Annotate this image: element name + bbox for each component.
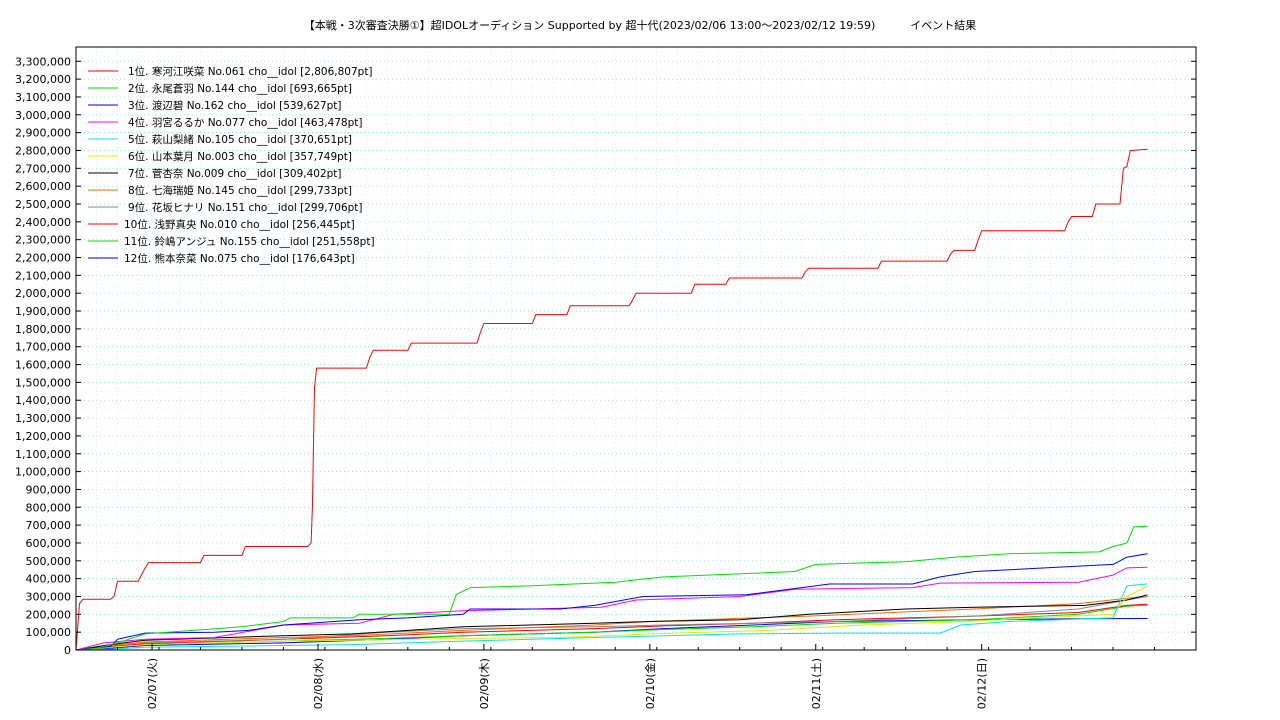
x-tick-label: 02/11(土) — [810, 658, 823, 709]
series-line — [75, 525, 1148, 651]
y-tick-label: 2,600,000 — [15, 180, 71, 193]
y-tick-label: 2,500,000 — [15, 198, 71, 211]
y-tick-label: 200,000 — [26, 608, 72, 621]
y-tick-label: 1,900,000 — [15, 305, 71, 318]
y-tick-label: 300,000 — [26, 590, 72, 603]
legend-label: 7位. 菅杏奈 No.009 cho__idol [309,402pt] — [128, 167, 342, 180]
legend-label: 1位. 寒河江咲菜 No.061 cho__idol [2,806,807pt] — [128, 65, 373, 78]
y-tick-label: 1,600,000 — [15, 359, 71, 372]
grid-layer — [75, 47, 1197, 651]
legend-label: 6位. 山本葉月 No.003 cho__idol [357,749pt] — [128, 150, 352, 163]
y-tick-label: 1,100,000 — [15, 448, 71, 461]
series-line — [75, 148, 1148, 651]
x-axis: 02/07(火) 02/08(水) 02/09(木) 02/10(金) 02/11(土)… — [75, 644, 1197, 709]
y-tick-label: 1,300,000 — [15, 412, 71, 425]
legend-label: 5位. 萩山梨緒 No.105 cho__idol [370,651pt] — [128, 133, 352, 146]
legend: 1位. 寒河江咲菜 No.061 cho__idol [2,806,807pt]… — [88, 65, 375, 265]
y-tick-label: 700,000 — [26, 519, 72, 532]
y-tick-label: 3,200,000 — [15, 73, 71, 86]
x-tick-label: 02/07(火) — [146, 658, 159, 709]
legend-label: 4位. 羽宮るるか No.077 cho__idol [463,478pt] — [128, 116, 363, 129]
y-tick-label: 2,400,000 — [15, 216, 71, 229]
y-tick-label: 600,000 — [26, 537, 72, 550]
y-tick-label: 1,000,000 — [15, 466, 71, 479]
y-tick-label: 2,000,000 — [15, 287, 71, 300]
y-tick-label: 2,100,000 — [15, 269, 71, 282]
y-tick-label: 0 — [64, 644, 71, 657]
y-tick-label: 100,000 — [26, 626, 72, 639]
y-tick-label: 3,100,000 — [15, 91, 71, 104]
legend-label: 12位. 熊本奈菜 No.075 cho__idol [176,643pt] — [124, 252, 355, 265]
y-tick-label: 3,000,000 — [15, 109, 71, 122]
series-line — [75, 594, 1148, 651]
legend-label: 2位. 永尾蒼羽 No.144 cho__idol [693,665pt] — [128, 82, 352, 95]
plot-frame — [75, 46, 1197, 651]
x-tick-label: 02/08(水) — [312, 658, 325, 709]
series-line — [75, 583, 1148, 651]
y-tick-label: 1,700,000 — [15, 341, 71, 354]
legend-label: 11位. 鈴嶋アンジュ No.155 cho__idol [251,558pt] — [124, 235, 375, 248]
y-tick-label: 2,300,000 — [15, 234, 71, 247]
x-tick-label: 02/09(木) — [478, 658, 491, 709]
series-line — [75, 585, 1148, 651]
y-tick-label: 900,000 — [26, 483, 72, 496]
legend-label: 9位. 花坂ヒナリ No.151 cho__idol [299,706pt] — [128, 201, 363, 214]
y-tick-label: 1,200,000 — [15, 430, 71, 443]
series-line — [75, 596, 1148, 651]
y-tick-label: 2,700,000 — [15, 162, 71, 175]
x-tick-label: 02/10(金) — [643, 658, 657, 709]
series-line — [75, 566, 1148, 651]
y-axis: 0 100,000 200,000 300,000 400,000 500,000 600,… — [15, 55, 1196, 657]
series-line — [75, 603, 1148, 651]
y-tick-label: 500,000 — [26, 555, 72, 568]
y-tick-label: 400,000 — [26, 573, 72, 586]
y-tick-label: 2,900,000 — [15, 127, 71, 140]
series-line — [75, 553, 1148, 651]
y-tick-label: 2,200,000 — [15, 252, 71, 265]
chart-title: 【本戦・3次審査決勝①】超IDOLオーディション Supported by 超十… — [303, 19, 977, 32]
legend-label: 3位. 渡辺碧 No.162 cho__idol [539,627pt] — [128, 99, 342, 112]
x-tick-label: 02/12(日) — [976, 658, 989, 709]
y-tick-label: 800,000 — [26, 501, 72, 514]
y-tick-label: 3,300,000 — [15, 55, 71, 68]
series-layer — [75, 148, 1148, 651]
y-tick-label: 1,500,000 — [15, 376, 71, 389]
y-tick-label: 1,400,000 — [15, 394, 71, 407]
y-tick-label: 1,800,000 — [15, 323, 71, 336]
legend-label: 10位. 浅野真央 No.010 cho__idol [256,445pt] — [124, 218, 355, 231]
y-tick-label: 2,800,000 — [15, 144, 71, 157]
legend-label: 8位. 七海瑞姫 No.145 cho__idol [299,733pt] — [128, 184, 352, 197]
